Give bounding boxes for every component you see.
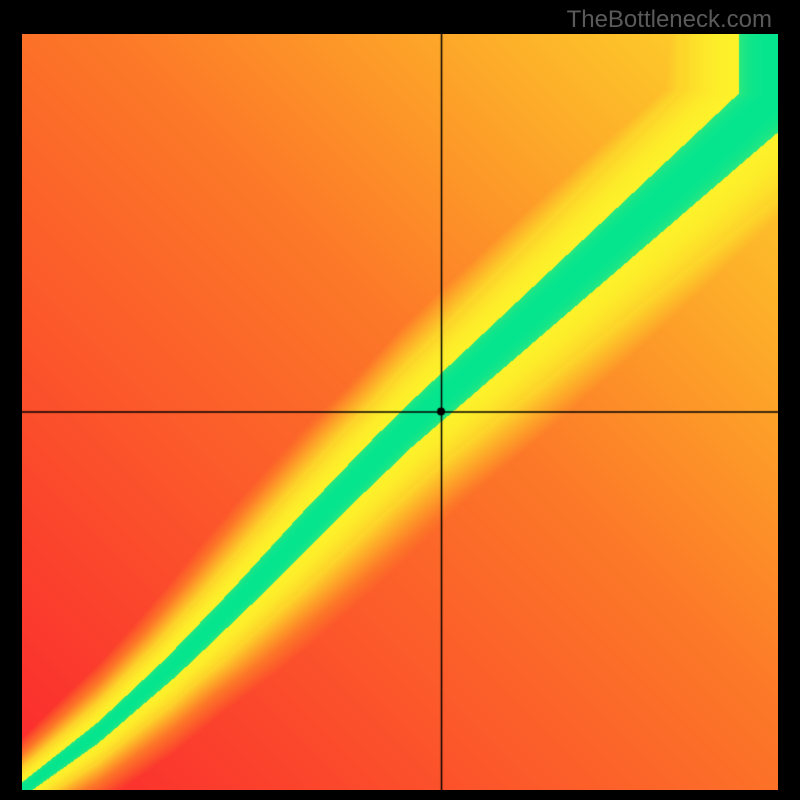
chart-frame: TheBottleneck.com [0, 0, 800, 800]
watermark-text: TheBottleneck.com [567, 6, 772, 34]
heatmap-canvas [22, 34, 778, 790]
heatmap-plot [22, 34, 778, 790]
